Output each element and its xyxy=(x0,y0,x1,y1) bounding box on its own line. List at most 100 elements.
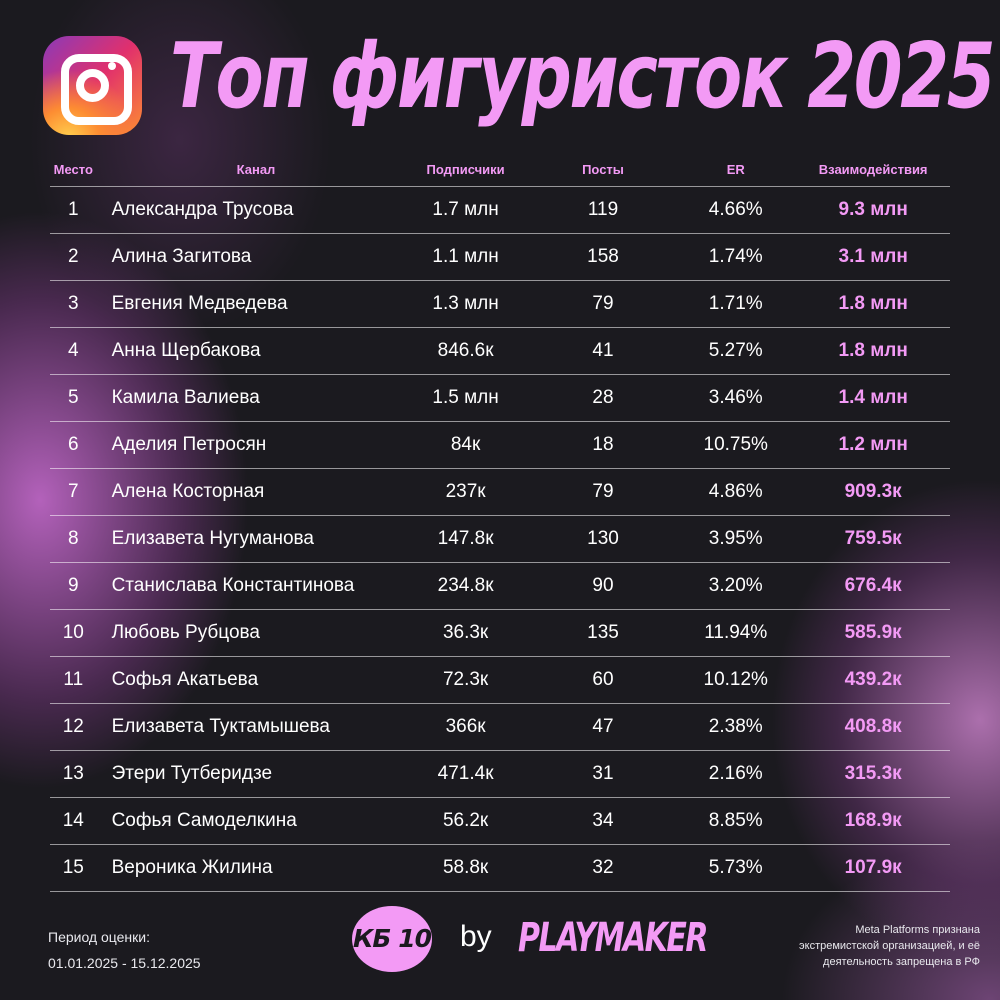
channel-name: Софья Самоделкина xyxy=(111,810,297,831)
subscribers-cell: 846.6к xyxy=(437,340,494,361)
disclaimer-line-3: деятельность запрещена в РФ xyxy=(823,956,980,968)
posts-cell: 79 xyxy=(592,481,614,502)
rank-cell: 5 xyxy=(68,387,79,408)
kb10-logo: КБ 10 xyxy=(352,906,432,972)
table-row: 5 Камила Валиева 1.5 млн 28 3.46% 1.4 млн xyxy=(50,375,950,422)
posts-cell: 18 xyxy=(592,434,614,455)
period-value: 01.01.2025 - 15.12.2025 xyxy=(48,955,201,971)
interactions-cell: 909.3к xyxy=(844,481,902,502)
table-row: 13 Этери Тутберидзе 471.4к 31 2.16% 315.3к xyxy=(50,751,950,798)
table-row: 15 Вероника Жилина 58.8к 32 5.73% 107.9к xyxy=(50,845,950,892)
subscribers-cell: 58.8к xyxy=(442,857,489,878)
er-cell: 10.75% xyxy=(703,434,768,455)
rank-cell: 11 xyxy=(63,669,84,690)
rank-cell: 1 xyxy=(68,199,79,220)
er-cell: 8.85% xyxy=(708,810,763,831)
playmaker-logo: PLAYMAKER xyxy=(518,915,709,961)
er-cell: 3.95% xyxy=(708,528,763,549)
channel-name: Евгения Медведева xyxy=(111,293,288,314)
table-body: 1 Александра Трусова 1.7 млн 119 4.66% 9.3 мл… xyxy=(50,187,950,892)
interactions-cell: 9.3 млн xyxy=(838,199,908,220)
rank-cell: 2 xyxy=(68,246,79,267)
column-header-interactions: Взаимодействия xyxy=(818,161,928,177)
interactions-cell: 168.9к xyxy=(844,810,902,831)
rank-cell: 8 xyxy=(68,528,79,549)
er-cell: 5.27% xyxy=(708,340,763,361)
table-header: Место Канал Подписчики Посты ER Взаимоде… xyxy=(50,152,950,187)
er-cell: 3.46% xyxy=(708,387,763,408)
er-cell: 1.74% xyxy=(708,246,763,267)
by-label: by xyxy=(460,920,492,953)
subscribers-cell: 234.8к xyxy=(437,575,494,596)
instagram-lens xyxy=(76,69,109,102)
meta-disclaimer: Meta Platforms признана экстремистской о… xyxy=(740,922,980,970)
posts-cell: 28 xyxy=(592,387,614,408)
channel-name: Александра Трусова xyxy=(111,199,294,220)
subscribers-cell: 366к xyxy=(445,716,486,737)
er-cell: 11.94% xyxy=(704,622,768,643)
subscribers-cell: 36.3к xyxy=(442,622,489,643)
ranking-table: Место Канал Подписчики Посты ER Взаимоде… xyxy=(50,152,950,892)
subscribers-cell: 1.7 млн xyxy=(432,199,499,220)
posts-cell: 41 xyxy=(592,340,614,361)
er-cell: 5.73% xyxy=(708,857,763,878)
subscribers-cell: 147.8к xyxy=(437,528,494,549)
column-header-posts: Посты xyxy=(582,161,624,177)
disclaimer-line-2: экстремистской организацией, и её xyxy=(799,940,980,952)
rank-cell: 15 xyxy=(62,857,84,878)
channel-name: Аделия Петросян xyxy=(111,434,267,455)
interactions-cell: 107.9к xyxy=(844,857,902,878)
page-title: Топ фигуристок 2025 xyxy=(170,24,996,129)
channel-name: Вероника Жилина xyxy=(111,857,273,878)
posts-cell: 32 xyxy=(592,857,614,878)
channel-name: Любовь Рубцова xyxy=(111,622,260,643)
posts-cell: 119 xyxy=(587,199,619,220)
posts-cell: 79 xyxy=(592,293,614,314)
channel-name: Елизавета Нугуманова xyxy=(111,528,314,549)
interactions-cell: 1.8 млн xyxy=(838,293,908,314)
subscribers-cell: 237к xyxy=(445,481,486,502)
subscribers-cell: 56.2к xyxy=(442,810,489,831)
rank-cell: 4 xyxy=(68,340,79,361)
instagram-camera-frame xyxy=(61,54,132,125)
table-row: 2 Алина Загитова 1.1 млн 158 1.74% 3.1 млн xyxy=(50,234,950,281)
table-row: 10 Любовь Рубцова 36.3к 135 11.94% 585.9к xyxy=(50,610,950,657)
rank-cell: 3 xyxy=(68,293,79,314)
interactions-cell: 1.2 млн xyxy=(838,434,908,455)
rank-cell: 13 xyxy=(62,763,84,784)
er-cell: 4.86% xyxy=(708,481,763,502)
rank-cell: 6 xyxy=(68,434,79,455)
posts-cell: 90 xyxy=(592,575,614,596)
interactions-cell: 1.4 млн xyxy=(838,387,908,408)
table-row: 12 Елизавета Туктамышева 366к 47 2.38% 408.8к xyxy=(50,704,950,751)
posts-cell: 130 xyxy=(587,528,619,549)
table-row: 3 Евгения Медведева 1.3 млн 79 1.71% 1.8 млн xyxy=(50,281,950,328)
rank-cell: 14 xyxy=(62,810,84,831)
table-row: 11 Софья Акатьева 72.3к 60 10.12% 439.2к xyxy=(50,657,950,704)
rank-cell: 9 xyxy=(68,575,79,596)
rank-cell: 10 xyxy=(62,622,84,643)
table-row: 4 Анна Щербакова 846.6к 41 5.27% 1.8 млн xyxy=(50,328,950,375)
channel-name: Софья Акатьева xyxy=(111,669,259,690)
period-label: Период оценки: xyxy=(48,929,150,945)
posts-cell: 135 xyxy=(587,622,619,643)
interactions-cell: 759.5к xyxy=(844,528,902,549)
er-cell: 2.38% xyxy=(708,716,763,737)
posts-cell: 60 xyxy=(592,669,614,690)
posts-cell: 158 xyxy=(587,246,619,267)
subscribers-cell: 1.1 млн xyxy=(432,246,499,267)
channel-name: Станислава Константинова xyxy=(111,575,355,596)
instagram-icon xyxy=(43,36,142,135)
channel-name: Этери Тутберидзе xyxy=(111,763,273,784)
interactions-cell: 439.2к xyxy=(844,669,902,690)
channel-name: Анна Щербакова xyxy=(111,340,261,361)
table-row: 14 Софья Самоделкина 56.2к 34 8.85% 168.9к xyxy=(50,798,950,845)
interactions-cell: 408.8к xyxy=(844,716,902,737)
interactions-cell: 585.9к xyxy=(844,622,902,643)
subscribers-cell: 1.3 млн xyxy=(432,293,499,314)
subscribers-cell: 471.4к xyxy=(437,763,494,784)
channel-name: Алина Загитова xyxy=(111,246,252,267)
subscribers-cell: 84к xyxy=(450,434,481,455)
posts-cell: 31 xyxy=(592,763,614,784)
rank-cell: 12 xyxy=(62,716,84,737)
